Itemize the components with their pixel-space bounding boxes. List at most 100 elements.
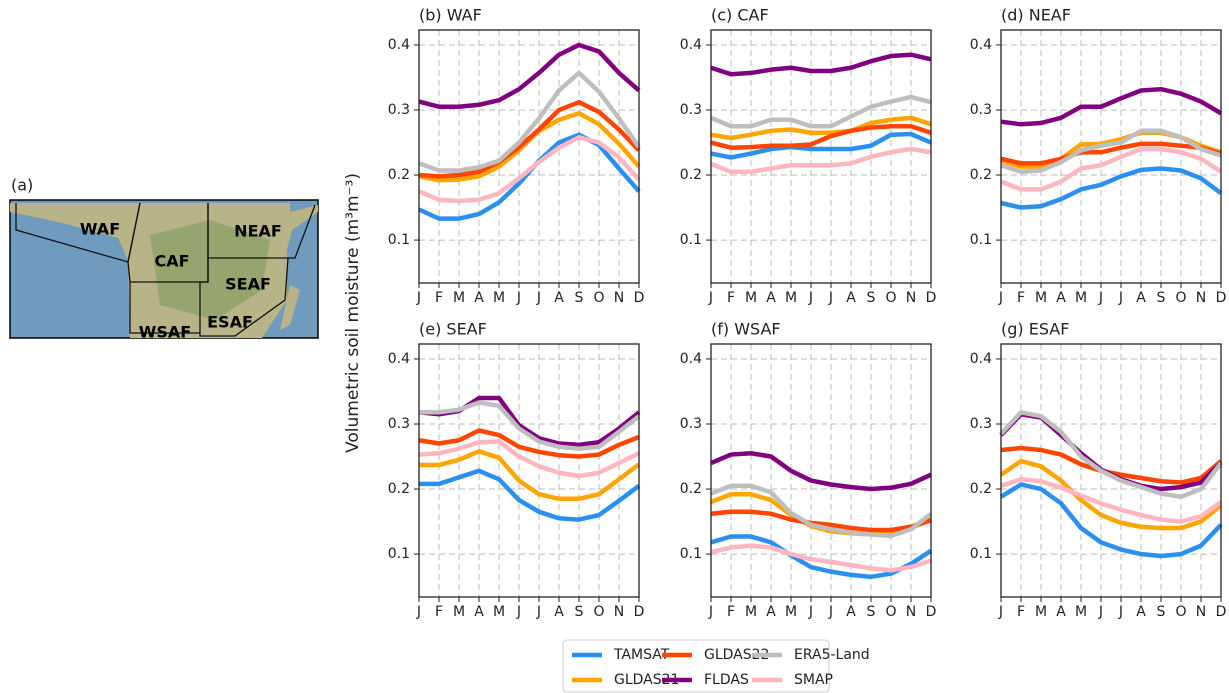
x-tick-label: M: [493, 604, 505, 620]
region-label: NEAF: [234, 222, 282, 241]
x-tick-label: A: [766, 604, 776, 620]
x-tick-label: M: [785, 290, 797, 306]
y-tick-label: 0.2: [680, 167, 702, 183]
series-line: [711, 55, 931, 75]
x-tick-label: J: [808, 604, 813, 620]
x-tick-label: M: [1075, 604, 1087, 620]
series-line: [711, 546, 931, 571]
x-tick-label: O: [885, 290, 896, 306]
panel-title: (f) WSAF: [711, 320, 781, 339]
figure: (a) WAFCAFNEAFSEAFWSAFESAF TAMSATGLDAS21…: [0, 0, 1229, 693]
x-tick-label: D: [634, 604, 645, 620]
x-tick-label: F: [435, 290, 443, 306]
x-tick-label: A: [554, 290, 564, 306]
x-tick-label: S: [575, 604, 584, 620]
x-tick-label: F: [435, 604, 443, 620]
x-tick-label: J: [1098, 604, 1103, 620]
x-tick-label: F: [727, 290, 735, 306]
x-tick-label: J: [998, 290, 1003, 306]
y-tick-label: 0.1: [388, 546, 410, 562]
x-tick-label: N: [1196, 290, 1206, 306]
x-tick-label: F: [1017, 604, 1025, 620]
x-tick-label: N: [614, 290, 624, 306]
series-line: [419, 442, 639, 476]
x-tick-label: M: [745, 604, 757, 620]
y-tick-label: 0.4: [680, 351, 702, 367]
x-tick-label: N: [906, 604, 916, 620]
x-tick-label: M: [1035, 290, 1047, 306]
x-tick-label: J: [416, 604, 421, 620]
x-tick-label: D: [926, 290, 937, 306]
y-axis-label: Volumetric soil moisture (m³m⁻³): [343, 173, 363, 453]
x-tick-label: J: [828, 604, 833, 620]
x-tick-label: J: [1118, 290, 1123, 306]
legend-label: SMAP: [794, 672, 833, 688]
x-tick-label: M: [453, 604, 465, 620]
map-panel: (a) WAFCAFNEAFSEAFWSAFESAF: [10, 176, 318, 342]
series-line: [711, 149, 931, 172]
x-tick-label: O: [593, 604, 604, 620]
x-tick-label: A: [846, 290, 856, 306]
series-line: [711, 97, 931, 126]
x-tick-label: M: [453, 290, 465, 306]
series-line: [419, 471, 639, 520]
x-tick-label: D: [634, 290, 645, 306]
x-tick-label: M: [493, 290, 505, 306]
x-tick-label: M: [1075, 290, 1087, 306]
x-tick-label: J: [1098, 290, 1103, 306]
y-tick-label: 0.1: [970, 232, 992, 248]
x-tick-label: F: [727, 604, 735, 620]
y-tick-label: 0.2: [388, 167, 410, 183]
panel: (c) CAF0.10.20.30.4JFMAMJJASOND: [680, 6, 937, 307]
panel-title: (g) ESAF: [1001, 320, 1069, 339]
x-tick-label: A: [1136, 604, 1146, 620]
x-tick-label: S: [1157, 290, 1166, 306]
region-label: ESAF: [207, 313, 253, 332]
x-tick-label: M: [1035, 604, 1047, 620]
x-tick-label: J: [708, 604, 713, 620]
x-tick-label: S: [1157, 604, 1166, 620]
x-tick-label: J: [416, 290, 421, 306]
x-tick-label: D: [1216, 290, 1227, 306]
x-tick-label: J: [536, 290, 541, 306]
x-tick-label: O: [885, 604, 896, 620]
y-tick-label: 0.2: [388, 481, 410, 497]
x-tick-label: N: [614, 604, 624, 620]
x-tick-label: J: [828, 290, 833, 306]
x-tick-label: O: [1175, 290, 1186, 306]
x-tick-label: F: [1017, 290, 1025, 306]
x-tick-label: S: [867, 604, 876, 620]
x-tick-label: A: [846, 604, 856, 620]
y-tick-label: 0.4: [970, 37, 992, 53]
y-tick-label: 0.1: [680, 546, 702, 562]
y-tick-label: 0.3: [970, 416, 992, 432]
panel-title: (d) NEAF: [1001, 6, 1071, 25]
region-label: CAF: [154, 252, 189, 271]
panel-title: (b) WAF: [419, 6, 482, 25]
x-tick-label: O: [1175, 604, 1186, 620]
x-tick-label: J: [516, 290, 521, 306]
x-tick-label: D: [1216, 604, 1227, 620]
x-tick-label: N: [1196, 604, 1206, 620]
x-tick-label: J: [808, 290, 813, 306]
x-tick-label: O: [593, 290, 604, 306]
x-tick-label: J: [536, 604, 541, 620]
x-tick-label: M: [785, 604, 797, 620]
legend-box: [563, 640, 829, 692]
x-tick-label: S: [867, 290, 876, 306]
y-tick-label: 0.1: [970, 546, 992, 562]
y-tick-label: 0.4: [388, 37, 410, 53]
series-line: [1001, 89, 1221, 124]
y-tick-label: 0.1: [388, 232, 410, 248]
panel-title: (e) SEAF: [419, 320, 487, 339]
y-tick-label: 0.3: [680, 102, 702, 118]
x-tick-label: A: [1056, 604, 1066, 620]
x-tick-label: A: [474, 290, 484, 306]
y-tick-label: 0.3: [970, 102, 992, 118]
panel: (f) WSAF0.10.20.30.4JFMAMJJASOND: [680, 320, 937, 621]
y-tick-label: 0.2: [970, 481, 992, 497]
x-tick-label: A: [474, 604, 484, 620]
series-line: [419, 398, 639, 445]
